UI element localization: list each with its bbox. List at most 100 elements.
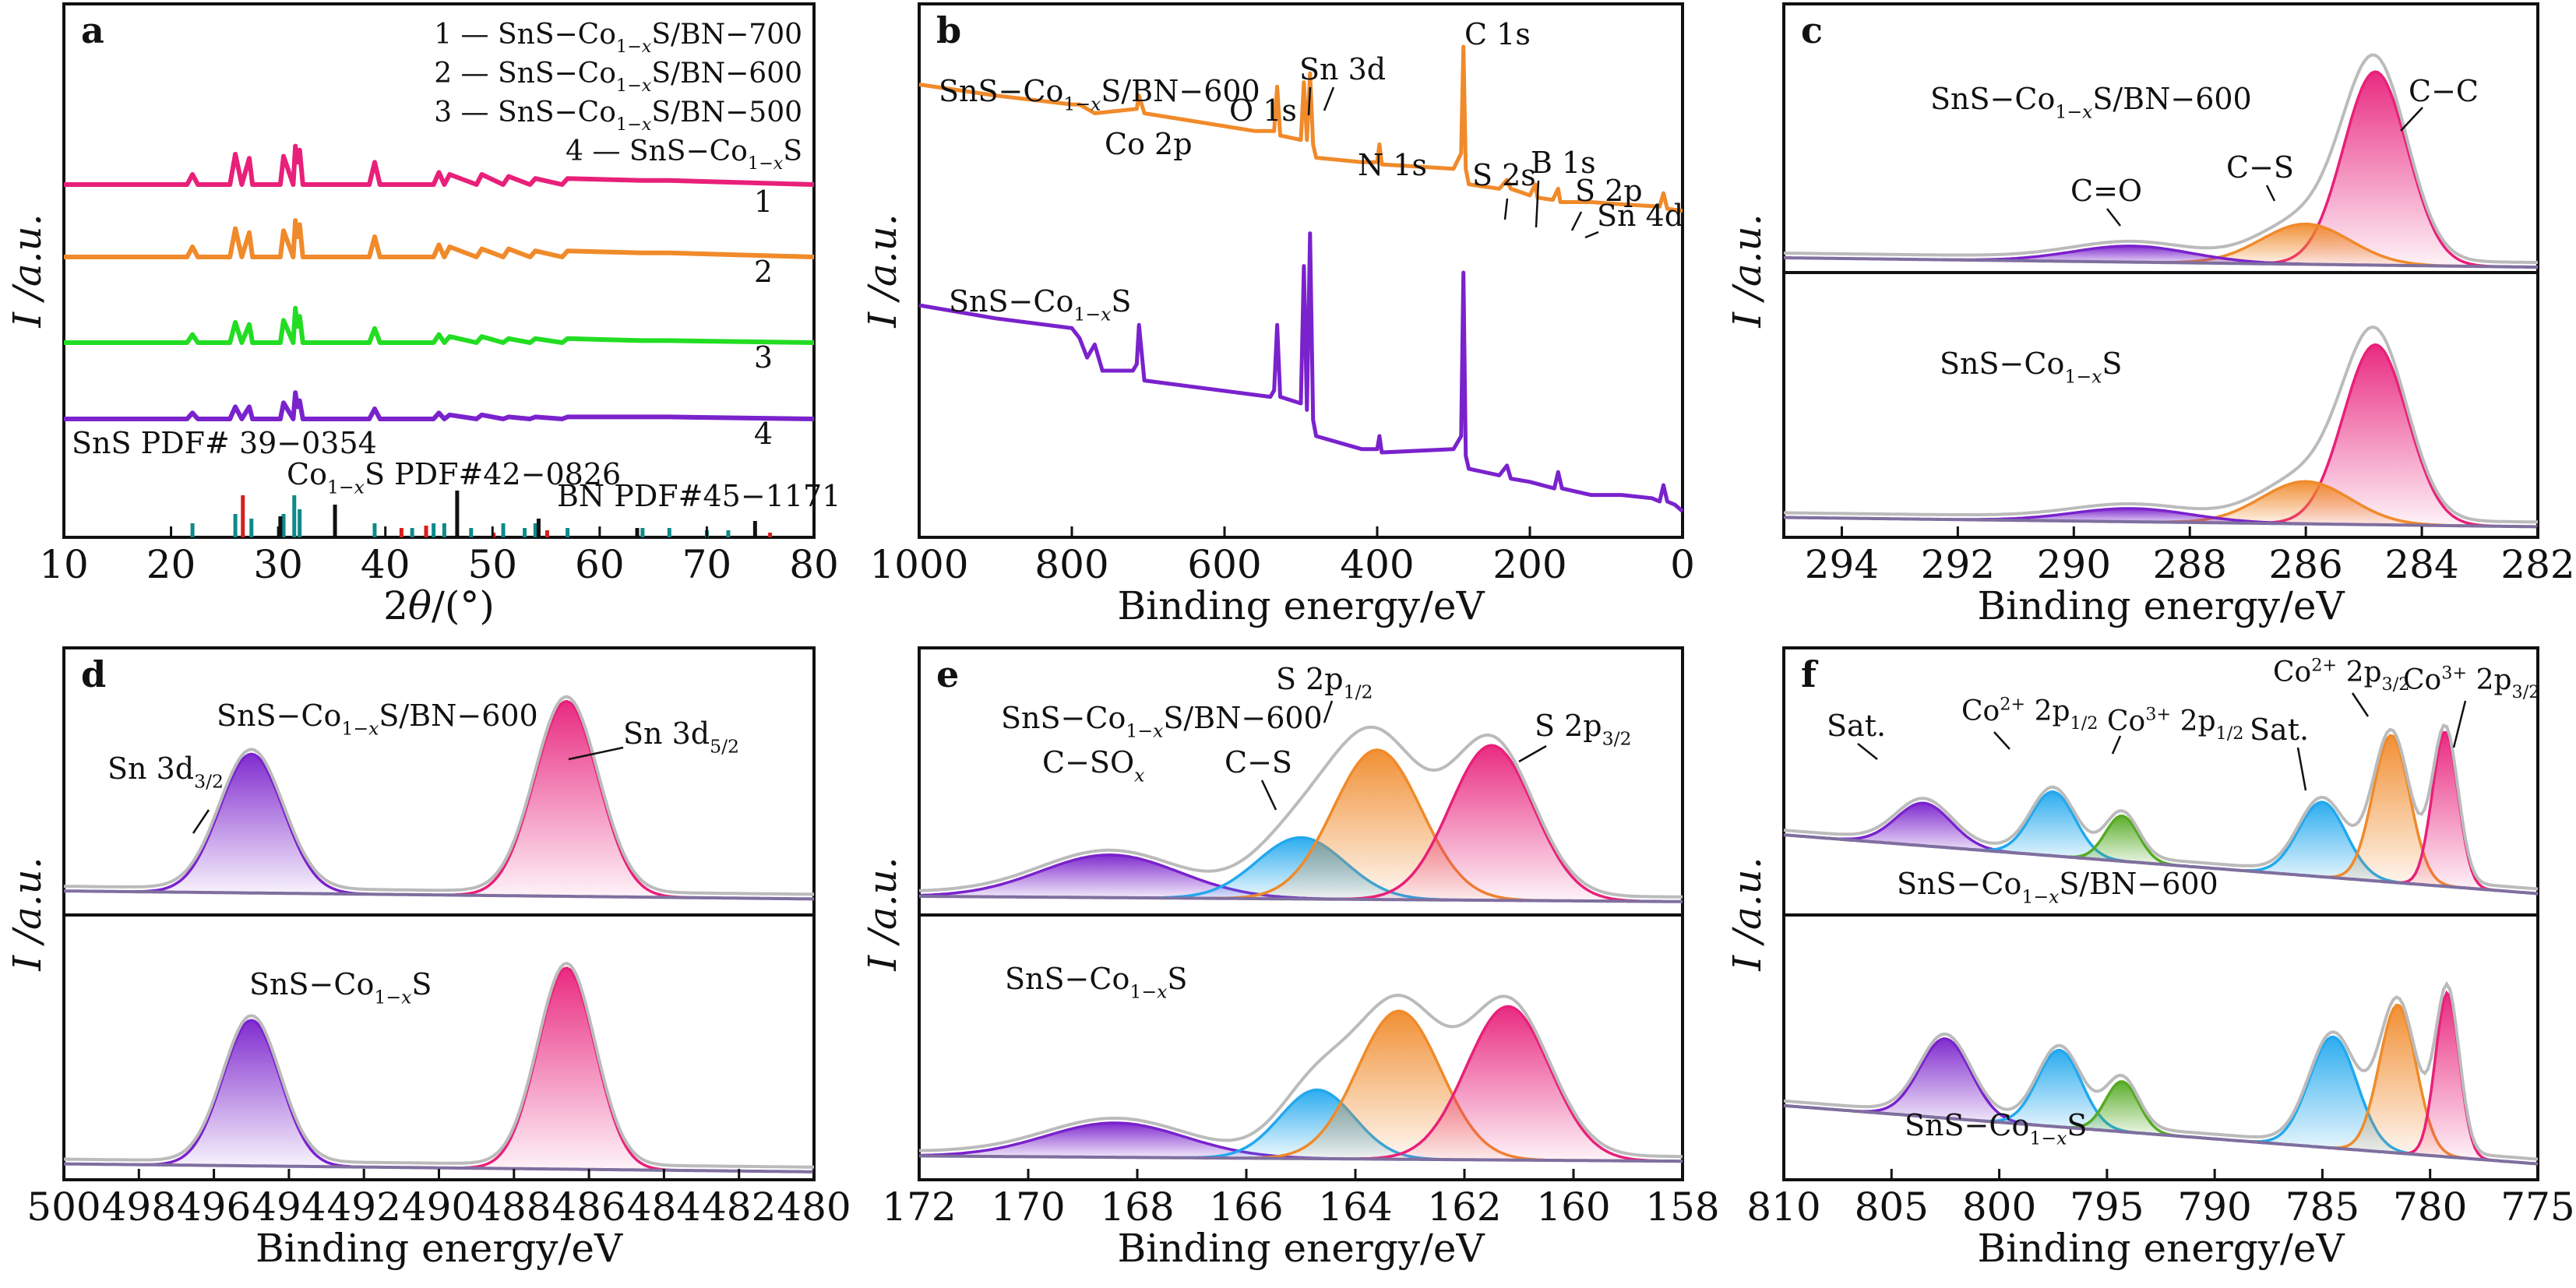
y-axis-label: I /a.u. <box>860 857 905 971</box>
x-axis-label: Binding energy/eV <box>1977 583 2345 628</box>
fitted-peak-area <box>1126 1089 1508 1160</box>
peak-label-co2-2p32: Co2+ 2p3/2 <box>2273 655 2409 694</box>
peak-label-c1s: C 1s <box>1464 17 1531 51</box>
peak-label-sat1: Sat. <box>1827 709 1886 743</box>
sample-label-bn600: SnS−Co1−xS/BN−600 <box>217 699 538 739</box>
x-tick-label: 400 <box>1340 542 1414 587</box>
fitted-peak-area <box>2201 802 2444 887</box>
panel-label: b <box>936 9 961 51</box>
y-axis-label: I /a.u. <box>1725 857 1770 971</box>
x-tick-label: 480 <box>777 1184 851 1230</box>
fitted-peak-area <box>420 968 714 1171</box>
peak-label-cc: C−C <box>2409 74 2479 108</box>
fitted-peak-area <box>2038 1082 2205 1138</box>
legend-entry: 1 — SnS−Co1−xS/BN−700 <box>434 19 802 57</box>
sample-label-pristine: SnS−Co1−xS <box>1905 1108 2087 1149</box>
fit-envelope <box>1783 980 2539 1161</box>
fitted-peak-area <box>1182 1011 1613 1161</box>
x-tick-label: 70 <box>682 542 732 587</box>
fitted-peak-area <box>2211 344 2538 527</box>
sample-label-bn600: SnS−Co1−xS/BN−600 <box>939 74 1260 114</box>
xrd-trace-1 <box>64 143 815 187</box>
fitted-peak-area <box>1815 1038 2077 1128</box>
sample-label-bn600: SnS−Co1−xS/BN−600 <box>1930 82 2252 122</box>
background-line <box>919 1154 1683 1163</box>
x-tick-label: 162 <box>1427 1184 1501 1230</box>
x-tick-label: 10 <box>39 542 89 587</box>
x-tick-label: 60 <box>575 542 625 587</box>
fitted-peak-area <box>2079 481 2535 527</box>
x-tick-label: 288 <box>2153 542 2227 587</box>
x-tick-label: 292 <box>1921 542 1995 587</box>
background-line <box>1783 1103 2539 1166</box>
fitted-peak-area <box>2211 72 2538 268</box>
x-axis-label: Binding energy/eV <box>1117 583 1485 628</box>
peak-pointer-arrow <box>1570 211 1583 231</box>
x-axis-label: Binding energy/eV <box>1977 1226 2345 1271</box>
y-axis-label: I /a.u. <box>5 213 50 328</box>
x-tick-label: 0 <box>1670 542 1695 587</box>
label-pointer-arrow <box>1857 743 1878 760</box>
xrd-trace-2 <box>64 218 815 259</box>
x-tick-label: 488 <box>477 1184 551 1230</box>
label-pointer-arrow <box>2106 208 2121 227</box>
fitted-peak-area <box>1151 750 1603 902</box>
x-tick-label: 810 <box>1746 1184 1820 1230</box>
panel-a-frame <box>62 2 816 539</box>
panel-c-frame <box>1782 2 2539 539</box>
panel-label: a <box>81 9 104 51</box>
background-line <box>63 889 814 901</box>
panel-label: f <box>1801 653 1819 695</box>
peak-label-cs: C−S <box>1225 745 1292 779</box>
x-tick-label: 490 <box>402 1184 476 1230</box>
fitted-peak-area <box>89 754 414 895</box>
peak-label-cs: C−S <box>2226 150 2294 185</box>
label-pointer-arrow <box>1518 744 1547 763</box>
x-axis-label: Binding energy/eV <box>255 1226 623 1271</box>
label-pointer-arrow <box>1323 700 1334 723</box>
background-line <box>1784 516 2538 529</box>
trace-number: 3 <box>754 340 773 375</box>
sample-label-pristine: SnS−Co1−xS <box>1940 347 2122 387</box>
xrd-trace-4 <box>64 390 815 421</box>
fitted-peak-area <box>1827 509 2437 526</box>
x-tick-label: 294 <box>1805 542 1879 587</box>
x-tick-label: 496 <box>177 1184 251 1230</box>
x-tick-label: 1000 <box>869 542 968 587</box>
x-tick-label: 785 <box>2285 1184 2359 1230</box>
x-tick-label: 800 <box>1034 542 1108 587</box>
fitted-peak-area <box>2305 1005 2491 1160</box>
reference-label-bn: BN PDF#45−1171 <box>557 479 840 513</box>
legend-entry: 2 — SnS−Co1−xS/BN−600 <box>434 58 802 96</box>
x-tick-label: 498 <box>102 1184 176 1230</box>
legend-entry: 4 — SnS−Co1−xS <box>566 135 802 174</box>
peak-label-sat2: Sat. <box>2250 713 2309 747</box>
peak-label-s2p12: S 2p1/2 <box>1276 662 1373 702</box>
sample-label-bn600: SnS−Co1−xS/BN−600 <box>1897 867 2218 907</box>
survey-trace-pristine <box>918 231 1684 513</box>
x-tick-label: 168 <box>1100 1184 1174 1230</box>
fitted-peak-area <box>1947 1050 2171 1136</box>
fit-envelope <box>64 961 814 1169</box>
survey-trace-bn600 <box>918 44 1683 213</box>
fitted-peak-line <box>64 1019 814 1174</box>
label-pointer-arrow <box>192 809 210 834</box>
x-tick-label: 790 <box>2177 1184 2251 1230</box>
fitted-peak-area <box>2038 815 2205 868</box>
fit-envelope <box>63 695 814 896</box>
background-line <box>919 895 1683 903</box>
x-axis-label: 2θ/(°) <box>383 583 495 628</box>
peak-label-co3-2p12: Co3+ 2p1/2 <box>2107 704 2243 743</box>
fitted-peak-area <box>2380 732 2510 892</box>
label-pointer-arrow <box>1993 731 2010 750</box>
reference-label-sns: SnS PDF# 39−0354 <box>72 426 377 460</box>
x-tick-label: 800 <box>1962 1184 2036 1230</box>
fit-envelope <box>918 994 1683 1159</box>
peak-pointer-arrow <box>1535 180 1540 228</box>
background-line <box>1783 833 2539 896</box>
fit-envelope <box>1783 723 2539 891</box>
fit-envelope <box>1784 326 2539 524</box>
fitted-peak-line <box>64 966 814 1174</box>
x-tick-label: 500 <box>26 1184 100 1230</box>
x-tick-label: 492 <box>326 1184 400 1230</box>
